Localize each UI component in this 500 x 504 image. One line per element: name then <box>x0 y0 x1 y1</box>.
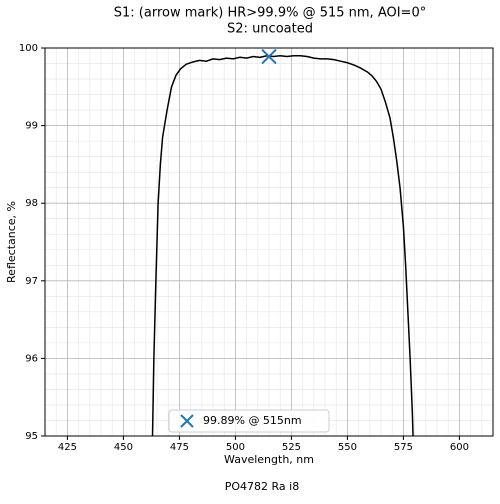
plot-frame <box>44 47 494 437</box>
x-tick-label: 450 <box>114 442 133 453</box>
y-tick-label: 99 <box>25 121 38 132</box>
x-tick-label: 575 <box>394 442 413 453</box>
y-tick-label: 100 <box>19 43 38 54</box>
y-tick-label: 98 <box>25 198 38 209</box>
x-tick-label: 600 <box>450 442 469 453</box>
chart-title: S1: (arrow mark) HR>99.9% @ 515 nm, AOI=… <box>114 6 426 21</box>
line <box>151 55 414 436</box>
plot-area <box>151 55 414 436</box>
y-tick-label: 97 <box>25 276 38 287</box>
x-tick-label: 500 <box>226 442 245 453</box>
x-axis-label: Wavelength, nm <box>224 453 314 466</box>
chart-subtitle: S2: uncoated <box>227 22 313 37</box>
legend-marker <box>180 414 194 428</box>
x-tick-label: 425 <box>58 442 77 453</box>
x-tick-label: 475 <box>170 442 189 453</box>
marker <box>261 48 277 65</box>
y-tick-label: 95 <box>25 431 38 442</box>
x-tick-label: 525 <box>282 442 301 453</box>
footer: PO4782 Ra i8 <box>225 480 299 493</box>
x-tick-label: 550 <box>338 442 357 453</box>
legend-label: 99.89% @ 515nm <box>203 414 302 427</box>
y-tick-label: 96 <box>25 353 38 364</box>
y-axis-label: Reflectance, % <box>5 201 18 283</box>
legend-box <box>168 409 330 433</box>
